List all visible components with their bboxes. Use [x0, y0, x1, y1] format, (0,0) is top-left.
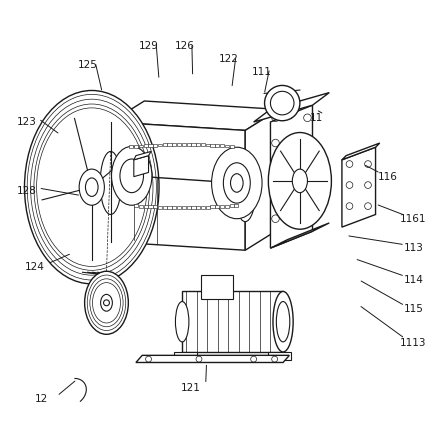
Ellipse shape — [111, 146, 152, 205]
Text: 11: 11 — [310, 113, 323, 123]
Bar — [148, 205, 153, 208]
Text: 12: 12 — [35, 395, 48, 405]
Ellipse shape — [224, 163, 250, 203]
Polygon shape — [136, 355, 290, 363]
Bar — [191, 143, 195, 146]
Polygon shape — [342, 147, 376, 227]
Bar — [177, 206, 181, 209]
Text: 114: 114 — [403, 275, 423, 285]
Bar — [174, 352, 197, 360]
Polygon shape — [111, 101, 279, 130]
Bar — [182, 206, 186, 209]
Ellipse shape — [273, 291, 293, 352]
Ellipse shape — [101, 294, 112, 311]
Text: 116: 116 — [378, 172, 398, 181]
Bar — [215, 144, 220, 147]
Bar — [230, 204, 234, 207]
Bar — [167, 143, 172, 146]
Bar — [268, 352, 291, 360]
Bar — [177, 143, 181, 146]
Text: 122: 122 — [219, 54, 238, 64]
Bar — [225, 205, 229, 208]
Text: 126: 126 — [174, 41, 194, 51]
Bar — [139, 145, 143, 148]
Bar — [182, 143, 186, 146]
Bar — [172, 206, 176, 209]
Ellipse shape — [176, 302, 189, 342]
Ellipse shape — [120, 159, 143, 193]
Ellipse shape — [25, 91, 159, 284]
Ellipse shape — [212, 147, 262, 219]
Text: 115: 115 — [403, 304, 423, 314]
Text: 1161: 1161 — [400, 214, 427, 224]
Bar — [215, 205, 220, 208]
Text: 123: 123 — [17, 117, 37, 127]
Circle shape — [103, 300, 110, 306]
Polygon shape — [271, 105, 312, 248]
Polygon shape — [342, 143, 380, 160]
Bar — [134, 204, 138, 207]
Bar — [191, 206, 195, 209]
Bar — [220, 205, 224, 208]
Bar — [139, 205, 143, 208]
Bar — [230, 145, 234, 148]
Polygon shape — [182, 291, 283, 352]
Text: 1113: 1113 — [400, 338, 427, 348]
Text: 113: 113 — [403, 243, 423, 253]
Text: 111: 111 — [252, 66, 272, 76]
Bar — [172, 143, 176, 146]
Bar — [187, 143, 191, 146]
Text: 121: 121 — [181, 383, 201, 393]
Bar — [134, 145, 138, 148]
Bar — [158, 205, 162, 208]
Bar — [201, 206, 205, 208]
Polygon shape — [111, 122, 245, 250]
Bar — [234, 204, 238, 207]
Bar — [143, 205, 148, 208]
Bar — [148, 144, 153, 147]
Text: 124: 124 — [25, 262, 45, 272]
Polygon shape — [253, 93, 329, 122]
Polygon shape — [271, 223, 329, 248]
Bar — [153, 144, 157, 147]
Bar — [143, 144, 148, 147]
Bar — [201, 143, 205, 146]
Ellipse shape — [271, 91, 294, 115]
Text: 125: 125 — [77, 60, 98, 70]
Bar — [196, 143, 200, 146]
Polygon shape — [134, 151, 151, 160]
Polygon shape — [134, 156, 149, 177]
Ellipse shape — [292, 169, 308, 193]
Ellipse shape — [231, 174, 243, 192]
Bar — [163, 143, 167, 146]
Ellipse shape — [79, 169, 104, 205]
Ellipse shape — [85, 178, 98, 196]
Bar — [210, 144, 215, 147]
Bar — [210, 205, 215, 208]
Bar — [167, 206, 172, 209]
Bar — [225, 145, 229, 148]
Bar — [158, 144, 162, 146]
Ellipse shape — [276, 302, 290, 342]
Bar — [220, 144, 224, 147]
Bar — [129, 145, 133, 148]
Ellipse shape — [264, 85, 300, 121]
Bar — [205, 144, 210, 146]
Ellipse shape — [268, 133, 331, 229]
Ellipse shape — [235, 159, 256, 222]
Ellipse shape — [100, 151, 121, 214]
Ellipse shape — [84, 271, 128, 334]
Ellipse shape — [37, 108, 147, 266]
Bar — [153, 205, 157, 208]
Text: 129: 129 — [139, 41, 158, 51]
Bar — [205, 205, 210, 208]
Bar — [187, 206, 191, 209]
Bar — [163, 206, 167, 208]
Bar — [196, 206, 200, 209]
Bar — [201, 275, 233, 299]
Polygon shape — [245, 109, 279, 250]
Text: 128: 128 — [17, 186, 37, 196]
